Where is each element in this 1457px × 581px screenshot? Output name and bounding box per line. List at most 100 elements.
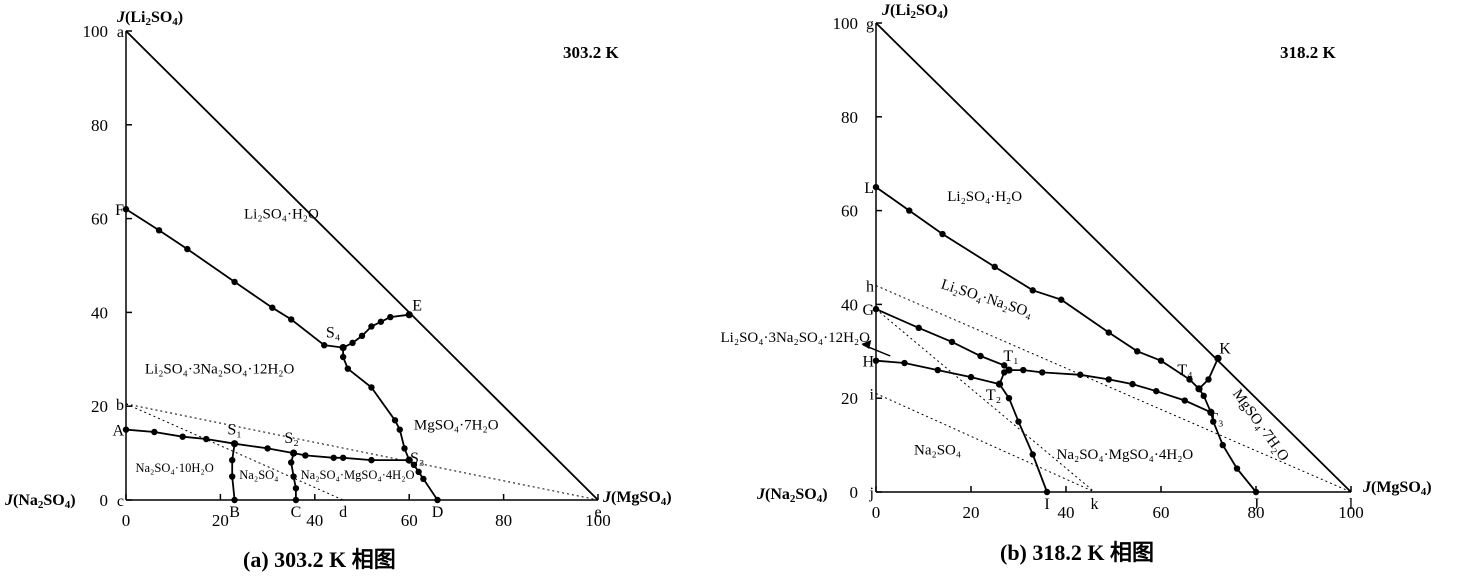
panel-b-point-label: T₄ bbox=[1177, 362, 1193, 379]
panel-b-data-point bbox=[1001, 362, 1008, 369]
panel-a-x-letter: D bbox=[432, 504, 444, 521]
panel-b-data-point bbox=[948, 338, 956, 346]
panel-a-data-point bbox=[229, 456, 236, 464]
panel-a-data-point bbox=[184, 245, 191, 253]
panel-b-data-point bbox=[872, 357, 880, 364]
panel-a-curve-s1-b bbox=[231, 443, 236, 501]
panel-a-x-tick-label: 20 bbox=[212, 511, 229, 530]
panel-b-x-tick-label: 80 bbox=[1248, 503, 1265, 522]
panel-a-y-tick-label: 80 bbox=[91, 116, 108, 135]
panel-a-y-letter: F bbox=[115, 202, 124, 219]
panel-a-x-tick-label: 100 bbox=[585, 511, 611, 530]
panel-a-title: (a) 303.2 K 相图 bbox=[243, 547, 396, 572]
panel-a-y-tick-label: 40 bbox=[91, 303, 108, 322]
panel-b-data-point bbox=[1157, 357, 1165, 364]
panel-b-data-point bbox=[1210, 418, 1217, 425]
panel-b-top-axis-label: J(Li2SO4) bbox=[881, 2, 948, 21]
panel-a-y-letter: b bbox=[116, 397, 124, 414]
panel-a-data-point bbox=[122, 206, 130, 213]
panel-b-data-point bbox=[906, 207, 913, 214]
panel-b-y-letter: h bbox=[866, 279, 874, 296]
panel-b-data-point bbox=[1134, 348, 1141, 355]
panel-a-y-letter: c bbox=[117, 493, 124, 510]
panel-a-left-axis-label: J(Na2SO4) bbox=[4, 492, 76, 511]
panel-a-x-tick-label: 40 bbox=[306, 511, 323, 530]
panel-b-data-point bbox=[1219, 441, 1226, 449]
panel-b-data-point bbox=[1015, 418, 1022, 425]
panel-b-data-point bbox=[1029, 287, 1036, 294]
panel-a-data-point bbox=[368, 456, 375, 464]
panel-a-data-point bbox=[229, 473, 236, 480]
panel-a-data-point bbox=[339, 353, 347, 361]
panel-b-invariant-point bbox=[1207, 408, 1215, 416]
panel-b-x-letter: J bbox=[1253, 496, 1259, 513]
panel-b-data-point bbox=[1105, 376, 1112, 383]
panel-a-data-point bbox=[203, 435, 210, 443]
panel-b-region-label: Na₂SO₄ bbox=[914, 442, 961, 458]
panel-b-y-tick-label: 60 bbox=[841, 202, 858, 221]
panel-b-title: (b) 318.2 K 相图 bbox=[1000, 540, 1154, 565]
panel-a-data-point bbox=[122, 426, 130, 433]
panel-b-curve-l-t4-k bbox=[875, 186, 1219, 391]
panel-a-data-point bbox=[358, 332, 366, 340]
panel-b-data-point bbox=[1181, 397, 1188, 404]
panel-a-data-point bbox=[264, 445, 271, 452]
panel-b-invariant-point bbox=[1214, 354, 1222, 362]
panel-b-y-tick-label: 80 bbox=[841, 108, 858, 127]
panel-b-invariant-point bbox=[1195, 385, 1203, 393]
panel-b-curve-i-k bbox=[875, 393, 1095, 493]
panel-a-top-axis-label: J(Li2SO4) bbox=[116, 9, 183, 28]
panel-b-data-point bbox=[1020, 366, 1027, 374]
panel-b-y-tick-label: 40 bbox=[841, 295, 858, 314]
panel-a-data-point bbox=[292, 496, 300, 504]
panel-a-y-letter: A bbox=[112, 423, 124, 440]
panel-a-data-point bbox=[179, 433, 186, 440]
panel-a-invariant-point bbox=[339, 343, 347, 352]
panel-b-curve-g-t1 bbox=[875, 308, 1010, 371]
panel-b-invariant-point bbox=[1005, 366, 1013, 374]
panel-a-curve-a-s1-s2-s3 bbox=[125, 428, 410, 462]
panel-b-x-tick-label: 40 bbox=[1058, 503, 1075, 522]
panel-a-x-tick-label: 60 bbox=[401, 511, 418, 530]
panel-a-x-tick-label: 80 bbox=[495, 511, 512, 530]
panel-a-data-point bbox=[415, 468, 422, 476]
panel-b-data-point bbox=[901, 359, 908, 367]
panel-b-data-point bbox=[1043, 488, 1051, 496]
panel-b-x-letter: l bbox=[1349, 496, 1354, 513]
panel-b-y-tick-label: 100 bbox=[833, 14, 859, 33]
panel-b-data-point bbox=[1039, 369, 1046, 376]
panel-a-data-point bbox=[401, 445, 408, 452]
panel-a-curve-f-s4-e bbox=[125, 208, 410, 349]
panel-b-data-point bbox=[991, 263, 998, 271]
panel-a-invariant-point bbox=[230, 440, 239, 448]
panel-a-region-label: Li₂SO₄·3Na₂SO₄·12H₂O bbox=[145, 361, 295, 377]
panel-a-data-point bbox=[288, 459, 295, 466]
panel-a-data-point bbox=[288, 316, 295, 323]
panel-a-x-letter: B bbox=[229, 504, 240, 521]
panel-a-point-label: S₄ bbox=[326, 325, 341, 342]
panel-a-region-label: Na₂SO₄·MgSO₄·4H₂O bbox=[301, 468, 415, 482]
panel-b-x-tick-label: 0 bbox=[872, 503, 881, 522]
panel-b-point-label: T₁ bbox=[1003, 348, 1018, 365]
panel-a-data-point bbox=[368, 384, 375, 391]
panel-b-temperature: 318.2 K bbox=[1280, 43, 1337, 62]
panel-a-data-point bbox=[434, 496, 441, 504]
panel-a-region-label: Na₂SO₄ bbox=[239, 468, 278, 482]
panel-b-point-label: K bbox=[1219, 340, 1231, 357]
panel-a-data-point bbox=[368, 323, 375, 330]
panel-b-data-point bbox=[1233, 465, 1241, 472]
panel-b-y-letter: G bbox=[862, 302, 874, 319]
panel-b-region-label: Li₂SO₄·H₂O bbox=[947, 189, 1022, 205]
panel-b-saturation-boundary bbox=[875, 22, 1352, 493]
panel-b-x-tick-label: 60 bbox=[1153, 503, 1170, 522]
panel-b-data-point bbox=[934, 366, 941, 374]
panel-a-data-point bbox=[420, 475, 427, 483]
panel-a-data-point bbox=[387, 313, 394, 321]
panel-a-x-tick-label: 0 bbox=[122, 511, 131, 530]
panel-b-y-letter: j bbox=[869, 485, 874, 502]
panel-b-data-point bbox=[1186, 376, 1193, 383]
panel-a-data-point bbox=[391, 417, 399, 424]
panel-a-point-label: E bbox=[412, 298, 422, 315]
panel-a-saturation-boundary bbox=[125, 30, 599, 501]
